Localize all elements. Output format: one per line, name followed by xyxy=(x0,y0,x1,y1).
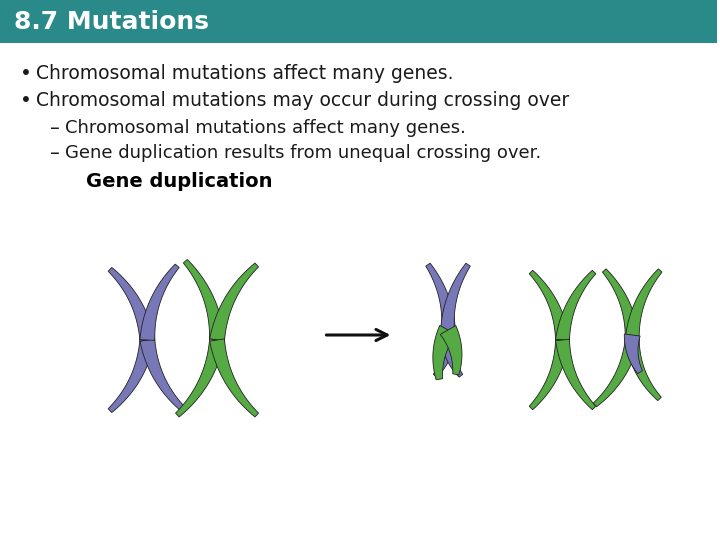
Polygon shape xyxy=(625,269,662,340)
Polygon shape xyxy=(140,264,179,340)
Polygon shape xyxy=(441,340,463,377)
Polygon shape xyxy=(108,267,155,341)
Polygon shape xyxy=(624,334,642,374)
Polygon shape xyxy=(529,271,570,341)
Polygon shape xyxy=(426,263,456,341)
Polygon shape xyxy=(210,339,258,417)
Polygon shape xyxy=(556,271,596,341)
Polygon shape xyxy=(556,339,596,410)
Polygon shape xyxy=(625,339,661,401)
Polygon shape xyxy=(210,263,258,341)
Polygon shape xyxy=(529,339,570,410)
Polygon shape xyxy=(603,269,639,340)
Polygon shape xyxy=(593,339,639,407)
Polygon shape xyxy=(433,340,454,377)
Text: •: • xyxy=(20,64,32,83)
Text: –: – xyxy=(50,119,60,138)
Text: •: • xyxy=(20,91,32,110)
Polygon shape xyxy=(433,325,456,380)
Bar xyxy=(0,0,717,43)
Polygon shape xyxy=(108,339,155,413)
Text: Gene duplication results from unequal crossing over.: Gene duplication results from unequal cr… xyxy=(65,144,541,162)
Text: Gene duplication: Gene duplication xyxy=(86,172,272,191)
Polygon shape xyxy=(176,339,225,417)
Text: Chromosomal mutations may occur during crossing over: Chromosomal mutations may occur during c… xyxy=(36,91,569,110)
Text: Chromosomal mutations affect many genes.: Chromosomal mutations affect many genes. xyxy=(65,119,466,137)
Polygon shape xyxy=(441,263,470,341)
Polygon shape xyxy=(140,339,186,413)
Polygon shape xyxy=(440,326,462,375)
Text: –: – xyxy=(50,144,60,163)
Polygon shape xyxy=(184,259,225,340)
Text: 8.7 Mutations: 8.7 Mutations xyxy=(14,10,209,34)
Text: Chromosomal mutations affect many genes.: Chromosomal mutations affect many genes. xyxy=(36,64,454,83)
